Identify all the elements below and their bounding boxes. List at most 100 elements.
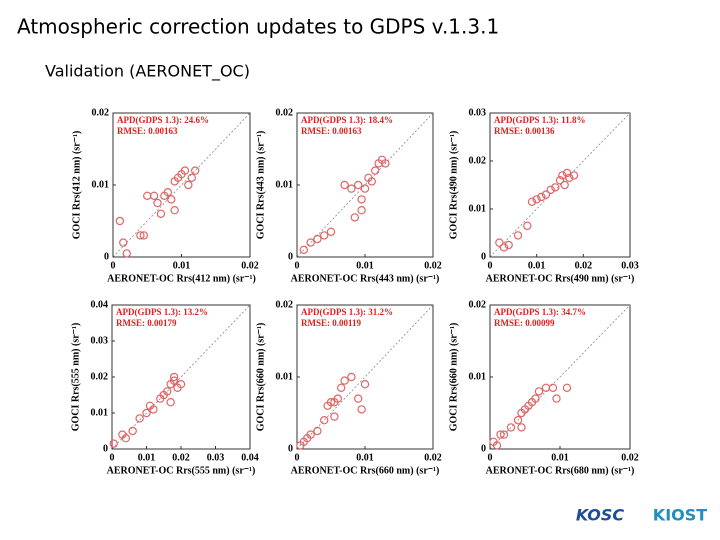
point	[169, 372, 179, 382]
point	[364, 173, 373, 182]
point	[121, 434, 131, 443]
point	[347, 184, 356, 193]
y-tick-label: 0.03	[91, 335, 109, 346]
point	[523, 221, 532, 230]
logo: KOSC	[576, 506, 625, 525]
point	[320, 231, 329, 240]
one-to-one-line	[489, 112, 631, 258]
point	[360, 184, 370, 193]
x-tick-label: 0	[110, 452, 115, 463]
point	[558, 171, 567, 180]
point	[492, 441, 502, 450]
point	[326, 227, 336, 236]
point	[537, 192, 546, 202]
point	[187, 173, 196, 182]
point	[513, 416, 523, 425]
point	[306, 430, 315, 439]
y-axis-label: GOCI Rrs(660 nm) (sr⁻¹)	[255, 323, 266, 432]
y-tick-label: 0.01	[92, 179, 110, 190]
point	[139, 231, 149, 240]
x-tick-label: 0.01	[138, 452, 156, 463]
annotation: RMSE: 0.00163	[117, 126, 178, 136]
y-tick-label: 0.01	[91, 407, 109, 418]
one-to-one-line	[111, 304, 251, 450]
one-to-one-line	[296, 304, 434, 450]
point	[119, 238, 128, 247]
point	[357, 405, 366, 414]
one-to-one-line	[112, 112, 251, 258]
y-tick-label: 0	[481, 251, 486, 262]
point	[313, 234, 322, 244]
y-tick-label: 0.02	[276, 299, 294, 310]
point	[115, 216, 125, 226]
y-tick-label: 0.04	[91, 299, 109, 310]
point	[350, 213, 359, 222]
point	[499, 243, 509, 252]
annotation: APD(GDPS 1.3): 13.2%	[116, 307, 208, 317]
x-tick-label: 0.02	[424, 452, 442, 463]
x-tick-label: 0	[488, 452, 493, 463]
annotation: RMSE: 0.00136	[494, 126, 555, 136]
point	[128, 426, 137, 436]
point	[136, 231, 145, 240]
point	[548, 383, 558, 392]
point	[340, 376, 349, 385]
x-axis-label: AERONET-OC Rrs(443 nm) (sr⁻¹)	[291, 273, 440, 284]
y-tick-label: 0	[288, 251, 293, 262]
x-tick-label: 0.02	[575, 260, 593, 271]
y-tick-label: 0.01	[276, 371, 294, 382]
point	[357, 205, 366, 215]
point	[299, 245, 308, 254]
point	[149, 405, 158, 414]
point	[347, 372, 356, 382]
x-tick-label: 0	[295, 260, 300, 271]
y-tick-label: 0.01	[469, 371, 487, 382]
point	[149, 191, 159, 200]
point	[495, 238, 504, 247]
point	[504, 240, 513, 250]
point	[569, 171, 579, 180]
point	[381, 159, 390, 168]
plot-frame	[489, 112, 631, 258]
point	[184, 180, 193, 190]
point	[156, 209, 166, 218]
annotation: RMSE: 0.00099	[494, 318, 555, 328]
point	[527, 197, 537, 206]
x-tick-label: 0	[488, 260, 493, 271]
x-tick-label: 0	[111, 260, 116, 271]
x-tick-label: 0.01	[356, 452, 374, 463]
y-tick-label: 0	[481, 443, 486, 454]
point	[320, 416, 329, 425]
annotation: RMSE: 0.00119	[301, 318, 362, 328]
point	[330, 412, 339, 421]
x-tick-label: 0.01	[173, 260, 191, 271]
annotation: APD(GDPS 1.3): 18.4%	[301, 115, 393, 125]
y-tick-label: 0.02	[469, 299, 487, 310]
x-tick-label: 0.03	[621, 260, 639, 271]
y-axis-label: GOCI Rrs(660 nm) (sr⁻¹)	[448, 323, 459, 432]
point	[354, 394, 363, 403]
point	[109, 439, 118, 448]
x-axis-label: AERONET-OC Rrs(680 nm) (sr⁻¹)	[486, 465, 635, 476]
point	[333, 394, 342, 403]
point	[551, 183, 560, 192]
y-tick-label: 0.02	[276, 107, 294, 118]
point	[357, 195, 366, 204]
point	[555, 175, 565, 185]
point	[354, 180, 363, 190]
x-axis-label: AERONET-OC Rrs(490 nm) (sr⁻¹)	[486, 273, 635, 284]
y-axis-label: GOCI Rrs(555 nm) (sr⁻¹)	[70, 323, 81, 432]
y-tick-label: 0.02	[91, 371, 109, 382]
y-tick-label: 0	[104, 251, 109, 262]
y-tick-label: 0.03	[469, 107, 487, 118]
point	[552, 394, 561, 403]
annotation: APD(GDPS 1.3): 24.6%	[117, 115, 209, 125]
point	[531, 394, 540, 403]
slide-title: Atmospheric correction updates to GDPS v…	[17, 15, 499, 39]
point	[360, 380, 370, 389]
logo: KIOST	[653, 506, 707, 525]
point	[122, 249, 131, 258]
point	[499, 430, 509, 439]
x-tick-label: 0.01	[356, 260, 374, 271]
